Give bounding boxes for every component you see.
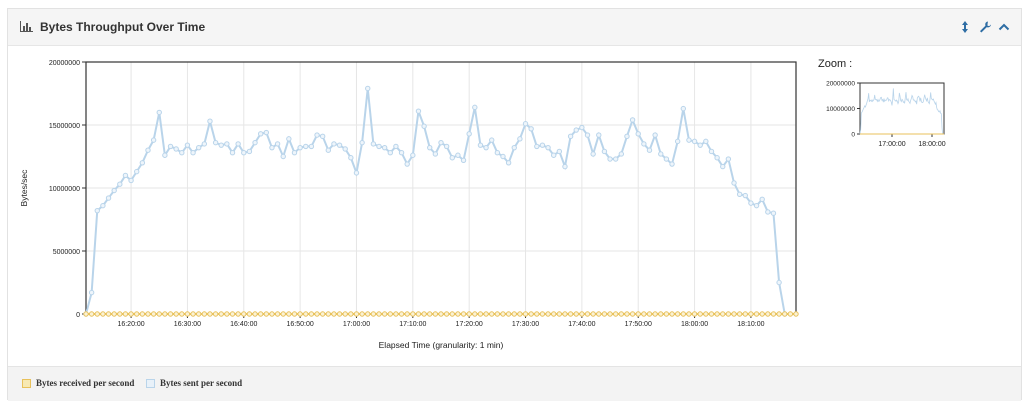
legend-swatch-received bbox=[22, 379, 31, 388]
wrench-icon[interactable] bbox=[977, 19, 993, 35]
legend-label: Bytes sent per second bbox=[160, 378, 243, 388]
bar-chart-icon bbox=[20, 21, 33, 32]
panel-header: Bytes Throughput Over Time bbox=[8, 9, 1021, 46]
throughput-panel: Bytes Throughput Over Time Zoom : Bytes … bbox=[7, 8, 1022, 401]
legend: Bytes received per second Bytes sent per… bbox=[8, 366, 1021, 401]
legend-label: Bytes received per second bbox=[36, 378, 135, 388]
resize-icon[interactable] bbox=[957, 19, 973, 35]
collapse-icon[interactable] bbox=[996, 19, 1012, 35]
panel-title: Bytes Throughput Over Time bbox=[40, 20, 206, 34]
zoom-label: Zoom : bbox=[818, 58, 853, 70]
legend-swatch-sent bbox=[146, 379, 155, 388]
